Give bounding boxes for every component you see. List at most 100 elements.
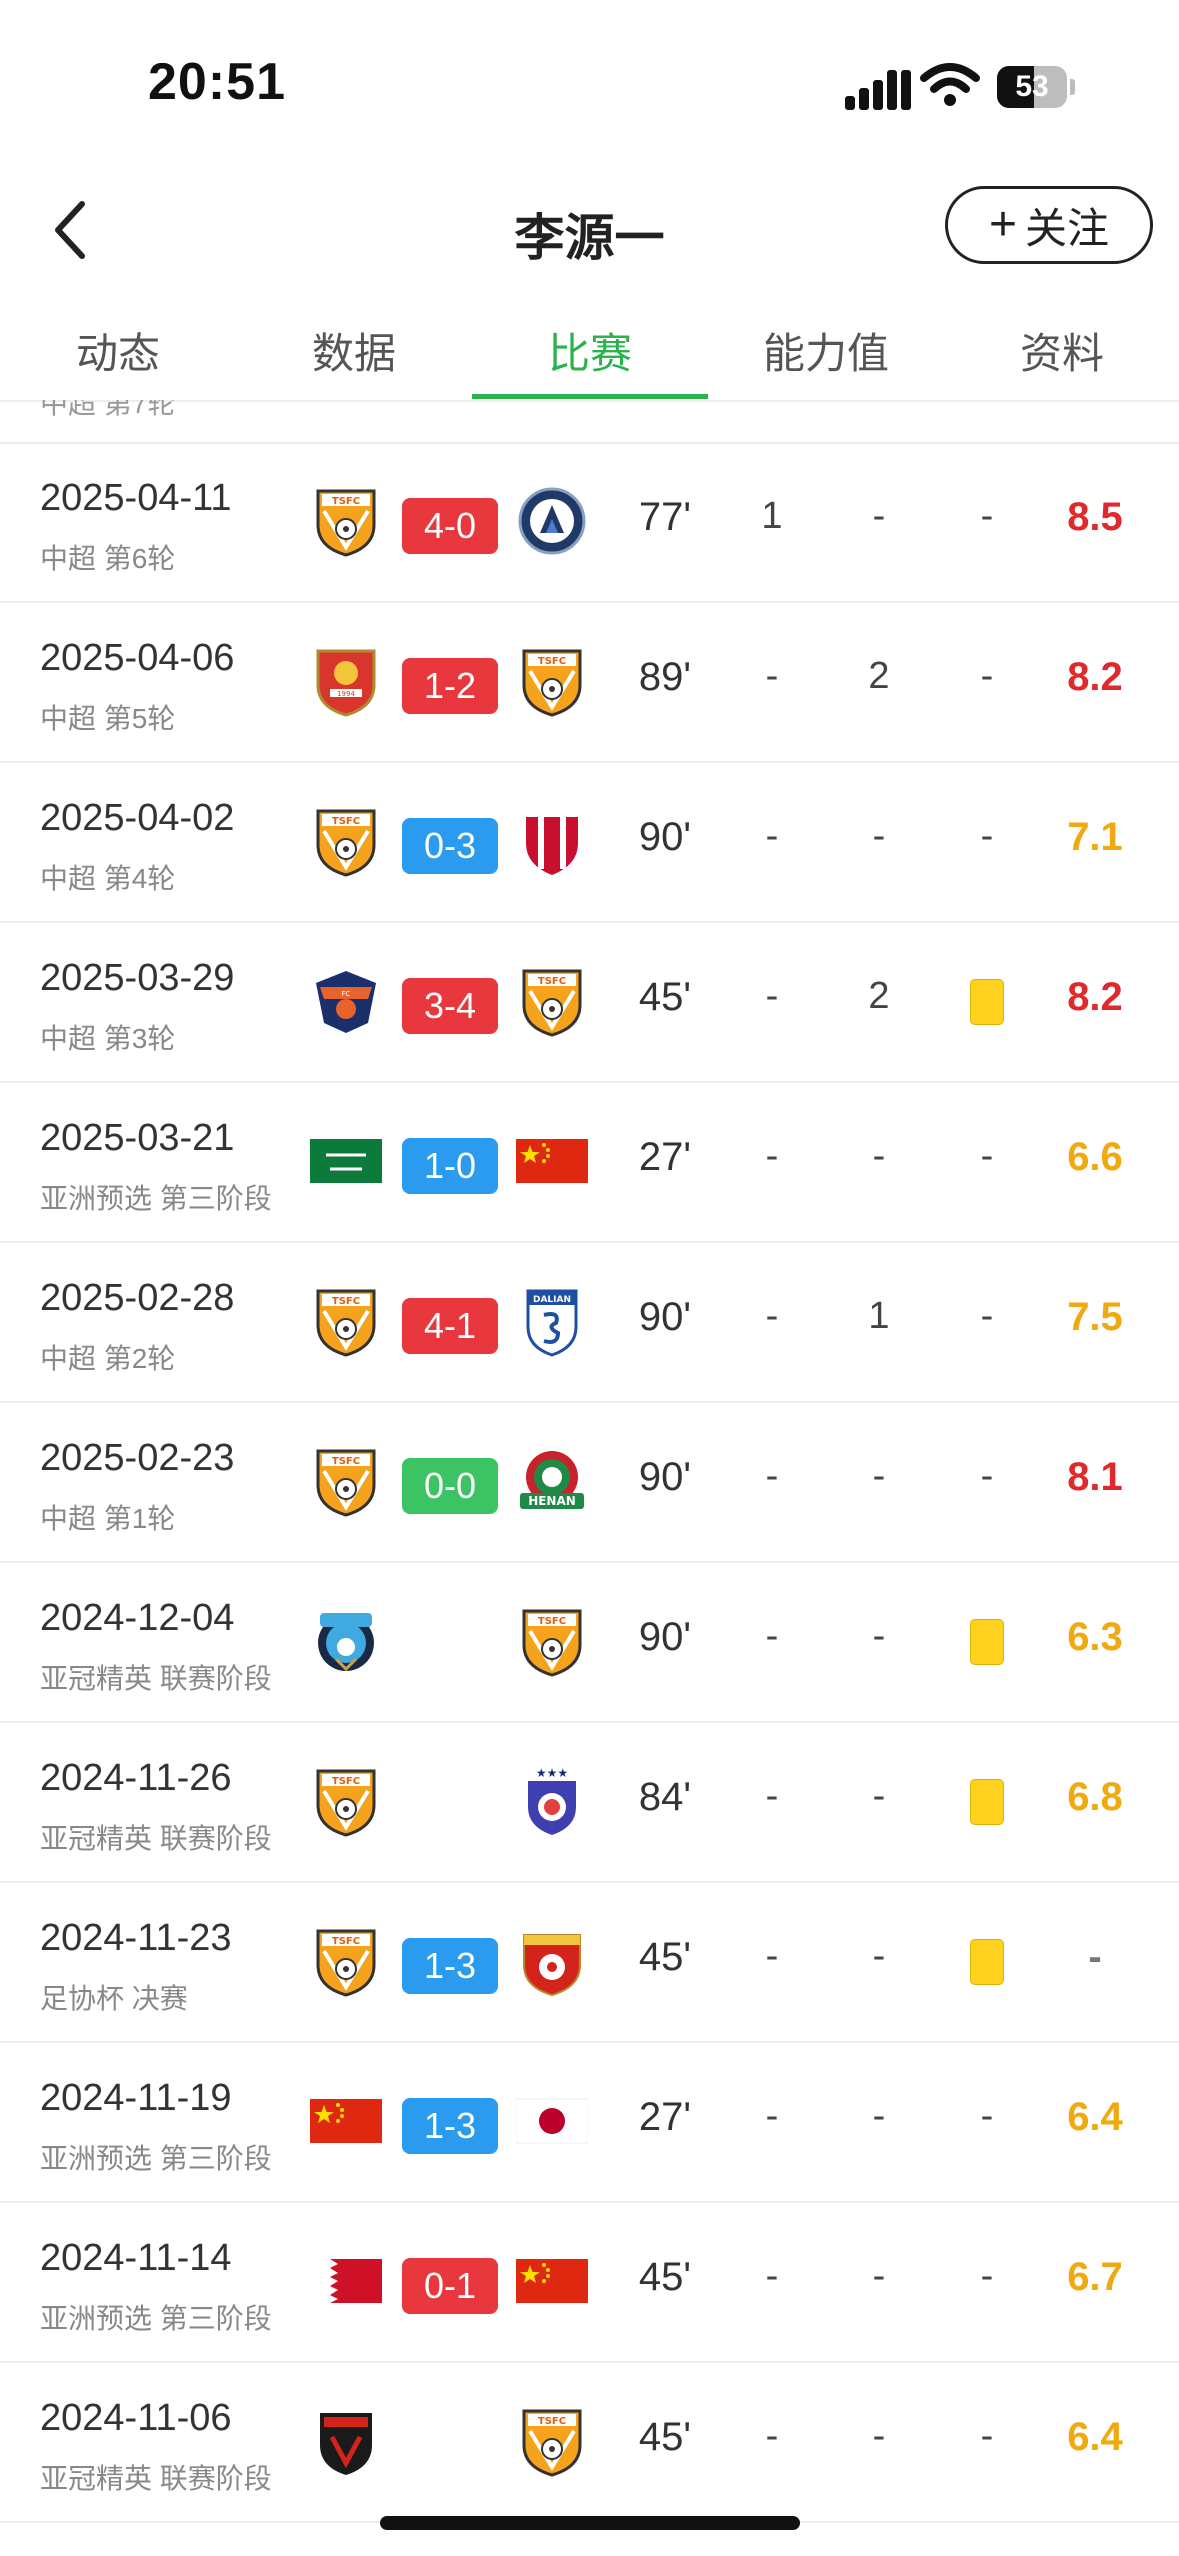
match-list[interactable]: 中超 第7轮 2025-04-11 中超 第6轮 TSFC 4-0 77' 1 … <box>0 400 1179 2556</box>
match-date: 2025-03-29 <box>40 957 235 999</box>
match-date: 2024-11-06 <box>40 2397 232 2439</box>
competition-label: 亚洲预选 第三阶段 <box>40 1183 272 1214</box>
wifi-icon <box>920 62 980 108</box>
match-date: 2025-02-23 <box>40 1437 235 1479</box>
assists-value: 2 <box>868 655 890 697</box>
match-date: 2024-11-19 <box>40 2077 232 2119</box>
goals-value: - <box>765 2255 779 2297</box>
cards-value: - <box>980 1455 994 1497</box>
competition-label: 中超 第7轮 <box>40 400 176 419</box>
goals-value: - <box>765 655 779 697</box>
red-crest-logo-icon: 1994 <box>310 645 382 717</box>
rating-value: - <box>1088 1935 1102 1979</box>
flag-cn-logo-icon <box>516 2245 588 2317</box>
flag-bh-logo-icon <box>310 2245 382 2317</box>
flag-cn-logo-icon <box>516 1125 588 1197</box>
home-indicator[interactable] <box>380 2516 800 2530</box>
minutes-played: 45' <box>638 2255 692 2299</box>
assists-value: - <box>872 2415 886 2457</box>
minutes-played: 89' <box>638 655 692 699</box>
competition-label: 亚洲预选 第三阶段 <box>40 2303 272 2334</box>
goals-value: 1 <box>761 495 783 537</box>
score-badge: 0-1 <box>402 2258 498 2314</box>
shanghai-logo-icon <box>516 1925 588 1997</box>
match-date: 2025-02-28 <box>40 1277 235 1319</box>
cards-value: - <box>980 2415 994 2457</box>
chevron-left-icon <box>55 201 85 259</box>
goals-value: - <box>765 815 779 857</box>
match-row[interactable]: 2024-11-19 亚洲预选 第三阶段 1-3 27' - - - 6.4 <box>0 2043 1179 2203</box>
rating-value: 6.4 <box>1067 2095 1123 2139</box>
cards-value: - <box>980 1295 994 1337</box>
dalian-logo-icon: DALIAN <box>516 1285 588 1357</box>
minutes-played: 45' <box>638 1935 692 1979</box>
henan-logo-icon: HENAN <box>516 1445 588 1517</box>
kawasaki-logo-icon <box>310 1605 382 1677</box>
page-title: 李源一 <box>514 210 665 266</box>
goals-value: - <box>765 1295 779 1337</box>
score-badge: 1-0 <box>402 1138 498 1194</box>
svg-text:TSFC: TSFC <box>332 1776 360 1787</box>
rating-value: 7.5 <box>1067 1295 1123 1339</box>
minutes-played: 84' <box>638 1775 692 1819</box>
match-row[interactable]: 2024-12-04 亚冠精英 联赛阶段 TSFC 90' - - 6.3 <box>0 1563 1179 1723</box>
cards-value: - <box>980 2095 994 2137</box>
rating-value: 6.7 <box>1067 2255 1123 2299</box>
list-item[interactable]: 中超 第7轮 <box>0 400 1179 444</box>
cellular-signal-icon <box>845 66 911 110</box>
assists-value: - <box>872 2095 886 2137</box>
svg-text:1994: 1994 <box>337 690 355 698</box>
taishan-logo-icon: TSFC <box>310 1445 382 1517</box>
match-row[interactable]: 2024-11-06 亚冠精英 联赛阶段 TSFC 45' - - - 6.4 <box>0 2363 1179 2523</box>
battery-level: 53 <box>1015 70 1049 103</box>
flag-cn-logo-icon <box>310 2085 382 2157</box>
minutes-played: 45' <box>638 2415 692 2459</box>
cards-value: - <box>980 495 994 537</box>
minutes-played: 90' <box>638 1615 692 1659</box>
pohang-logo-icon <box>310 2405 382 2477</box>
nav-bar: 李源一 + 关注 <box>0 170 1179 290</box>
svg-text:TSFC: TSFC <box>332 1936 360 1947</box>
match-row[interactable]: 2024-11-23 足协杯 决赛 TSFC 1-3 45' - - - <box>0 1883 1179 2043</box>
tab-indicator <box>472 394 708 399</box>
tab-ability[interactable]: 能力值 <box>762 330 889 377</box>
goals-value: - <box>765 2415 779 2457</box>
score-badge: 1-3 <box>402 1938 498 1994</box>
johor-logo-icon: ★★★ <box>516 1765 588 1837</box>
plus-icon: + <box>988 198 1017 251</box>
svg-text:HENAN: HENAN <box>528 1494 576 1508</box>
match-row[interactable]: 2025-02-23 中超 第1轮 TSFC 0-0 HENAN 90' - -… <box>0 1403 1179 1563</box>
competition-label: 中超 第3轮 <box>40 1023 176 1054</box>
back-button[interactable] <box>40 192 104 268</box>
match-row[interactable]: 2025-04-06 中超 第5轮 1994 1-2 TSFC 89' - 2 … <box>0 603 1179 763</box>
match-row[interactable]: 2025-03-21 亚洲预选 第三阶段 1-0 27' - - - 6.6 <box>0 1083 1179 1243</box>
score-badge: 1-3 <box>402 2098 498 2154</box>
goals-value: - <box>765 1135 779 1177</box>
svg-text:TSFC: TSFC <box>332 816 360 827</box>
tab-news[interactable]: 动态 <box>75 330 160 377</box>
yellow-card-icon <box>970 1619 1004 1665</box>
score-badge: 4-0 <box>402 498 498 554</box>
competition-label: 亚冠精英 联赛阶段 <box>40 1823 272 1854</box>
match-row[interactable]: 2025-03-29 中超 第3轮 FC 3-4 TSFC 45' - 2 8.… <box>0 923 1179 1083</box>
match-row[interactable]: 2025-04-11 中超 第6轮 TSFC 4-0 77' 1 - - 8.5 <box>0 443 1179 603</box>
tab-profile[interactable]: 资料 <box>1019 330 1104 377</box>
match-row[interactable]: 2025-02-28 中超 第2轮 TSFC 4-1 DALIAN 90' - … <box>0 1243 1179 1403</box>
svg-text:TSFC: TSFC <box>538 656 566 667</box>
stripe-crest-logo-icon <box>516 805 588 877</box>
tab-matches[interactable]: 比赛 <box>547 330 632 377</box>
match-row[interactable]: 2024-11-26 亚冠精英 联赛阶段 TSFC ★★★ 84' - - 6.… <box>0 1723 1179 1883</box>
match-row[interactable]: 2024-11-14 亚洲预选 第三阶段 0-1 45' - - - 6.7 <box>0 2203 1179 2363</box>
taishan-logo-icon: TSFC <box>310 805 382 877</box>
match-date: 2025-03-21 <box>40 1117 235 1159</box>
follow-button[interactable]: + 关注 <box>945 186 1153 264</box>
match-row[interactable]: 2025-04-02 中超 第4轮 TSFC 0-3 90' - - - 7.1 <box>0 763 1179 923</box>
competition-label: 亚洲预选 第三阶段 <box>40 2143 272 2174</box>
rating-value: 8.2 <box>1067 655 1123 699</box>
taishan-logo-icon: TSFC <box>516 645 588 717</box>
goals-value: - <box>765 1775 779 1817</box>
competition-label: 足协杯 决赛 <box>40 1983 188 2014</box>
tab-data[interactable]: 数据 <box>311 330 396 377</box>
rating-value: 8.2 <box>1067 975 1123 1019</box>
rating-value: 6.4 <box>1067 2415 1123 2459</box>
